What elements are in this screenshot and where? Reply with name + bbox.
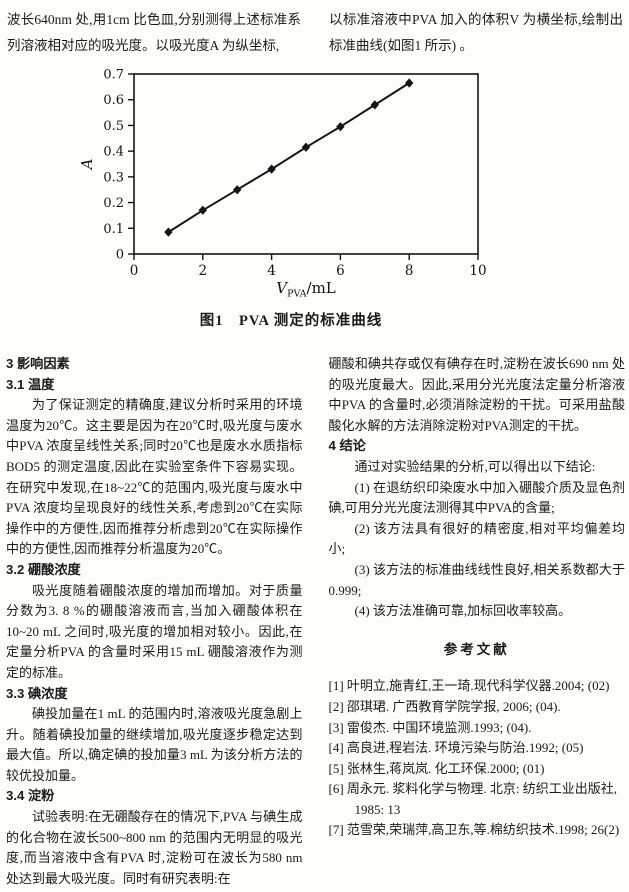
x-axis-tick-label: 2 [199, 263, 208, 279]
reference-item-4: [4] 高良进,程岩法. 环境污染与防治.1992; (05) [328, 740, 584, 756]
intro-row: 波长640nm 处,用1cm 比色皿,分别测得上述标准系列溶液相对应的吸光度。以… [0, 0, 629, 59]
data-point-marker [370, 100, 379, 110]
reference-item-3: [3] 雷俊杰. 中国环境监测.1993; (04). [328, 719, 532, 735]
standard-curve-polyline [167, 82, 410, 233]
y-axis-tick-label: 0.4 [103, 145, 124, 160]
y-axis-tick-label: 0.5 [103, 119, 124, 134]
data-point-marker [164, 227, 173, 237]
references-heading: 参考文献 [443, 641, 510, 657]
para-conclusion-intro: 通过对实验结果的分析,可以得出以下结论: [354, 458, 596, 474]
reference-item-6: [6] 周永元. 浆料化学与物理. 北京: 纺织工业出版社, 1985: 13 [328, 781, 618, 817]
data-point-marker [405, 78, 414, 88]
y-axis-tick-label: 0.3 [103, 170, 124, 185]
heading-section-3-2: 3.2 硼酸浓度 [6, 561, 81, 577]
para-iodine: 碘投加量在1 mL 的范围内时,溶液吸光度急剧上升。随着碘投加量的继续增加,吸光… [6, 706, 303, 783]
y-axis-tick-label: 0.1 [103, 222, 124, 237]
intro-paragraph-left: 波长640nm 处,用1cm 比色皿,分别测得上述标准系列溶液相对应的吸光度。以… [7, 12, 301, 53]
reference-item-7: [7] 范雪荣,荣瑞萍,高卫东,等.棉纺织技术.1998; 26(2) [328, 822, 620, 838]
data-point-marker [198, 205, 207, 215]
x-axis-tick-label: 6 [336, 263, 345, 279]
heading-section-3-4: 3.4 淀粉 [6, 788, 55, 804]
para-conclusion-3: (3) 该方法的标准曲线线性良好,相关系数都大于0.999; [328, 561, 626, 598]
para-conclusion-2: (2) 该方法具有很好的精密度,相对平均偏差均小; [328, 520, 626, 557]
body-columns: 3 影响因素 3.1 温度 为了保证测定的精确度,建议分析时采用的环境温度为20… [0, 354, 629, 889]
para-conclusion-1: (1) 在退纺织印染废水中加入硼酸介质及显色剂碘,可用分光光度法测得其中PVA的… [328, 479, 626, 516]
y-axis-tick-label: 0.7 [103, 68, 124, 83]
para-temperature: 为了保证测定的精确度,建议分析时采用的环境温度为20℃。这主要是因为在20℃时,… [6, 397, 303, 557]
para-boric-acid: 吸光度随着硼酸浓度的增加而增加。对于质量分数为3. 8 %的硼酸溶液而言,当加入… [6, 582, 303, 680]
x-axis-tick-label: 4 [267, 263, 276, 279]
figure-caption: 图1 PVA 测定的标准曲线 [199, 313, 383, 329]
y-axis-tick-label: 0.6 [103, 93, 124, 108]
reference-item-2: [2] 邵琪珺. 广西教育学院学报, 2006; (04). [328, 698, 561, 714]
x-axis-tick-label: 10 [469, 263, 486, 279]
figure-1: 0 0.1 0.2 0.3 0.4 0.5 0.6 0.7 0 2 4 6 8 10 A VPVA/mL 图1… [0, 61, 629, 330]
para-starch: 试验表明:在无硼酸存在的情况下,PVA 与碘生成的化合物在波长500~800 n… [6, 809, 303, 886]
para-starch-continued: 硼酸和碘共存或仅有碘存在时,淀粉在波长690 nm 处的吸光度最大。因此,采用分… [328, 356, 626, 433]
heading-section-3-3: 3.3 碘浓度 [6, 685, 68, 701]
y-axis-tick-label: 0 [116, 248, 124, 263]
x-axis-label: VPVA/mL [276, 279, 336, 299]
standard-curve-chart: 0 0.1 0.2 0.3 0.4 0.5 0.6 0.7 0 2 4 6 8 10 A VPVA/mL [78, 68, 487, 300]
x-axis-tick-label: 0 [130, 263, 139, 279]
data-point-marker [267, 164, 276, 174]
intro-paragraph-right: 以标准溶液中PVA 加入的体积V 为横坐标,绘制出标准曲线(如图1 所示) 。 [329, 12, 623, 53]
reference-item-1: [1] 叶明立,施青红,王一琦.现代科学仪器.2004; (02) [328, 678, 610, 694]
heading-section-3-1: 3.1 温度 [6, 376, 55, 392]
data-point-marker [336, 122, 345, 132]
reference-item-5: [5] 张林生,蒋岚岚. 化工环保.2000; (01) [328, 760, 545, 776]
data-point-marker [233, 185, 242, 195]
para-conclusion-4: (4) 该方法准确可靠,加标回收率较高。 [354, 603, 572, 619]
left-column: 3 影响因素 3.1 温度 为了保证测定的精确度,建议分析时采用的环境温度为20… [6, 354, 303, 889]
y-axis-tick-label: 0.2 [103, 196, 124, 211]
heading-section-4: 4 结论 [328, 438, 366, 454]
plot-frame [133, 73, 479, 255]
y-axis-label: A [78, 158, 96, 171]
data-point-marker [301, 142, 311, 152]
heading-section-3: 3 影响因素 [6, 356, 70, 371]
x-axis-tick-label: 8 [405, 263, 414, 279]
right-column: 硼酸和碘共存或仅有碘存在时,淀粉在波长690 nm 处的吸光度最大。因此,采用分… [329, 354, 626, 889]
